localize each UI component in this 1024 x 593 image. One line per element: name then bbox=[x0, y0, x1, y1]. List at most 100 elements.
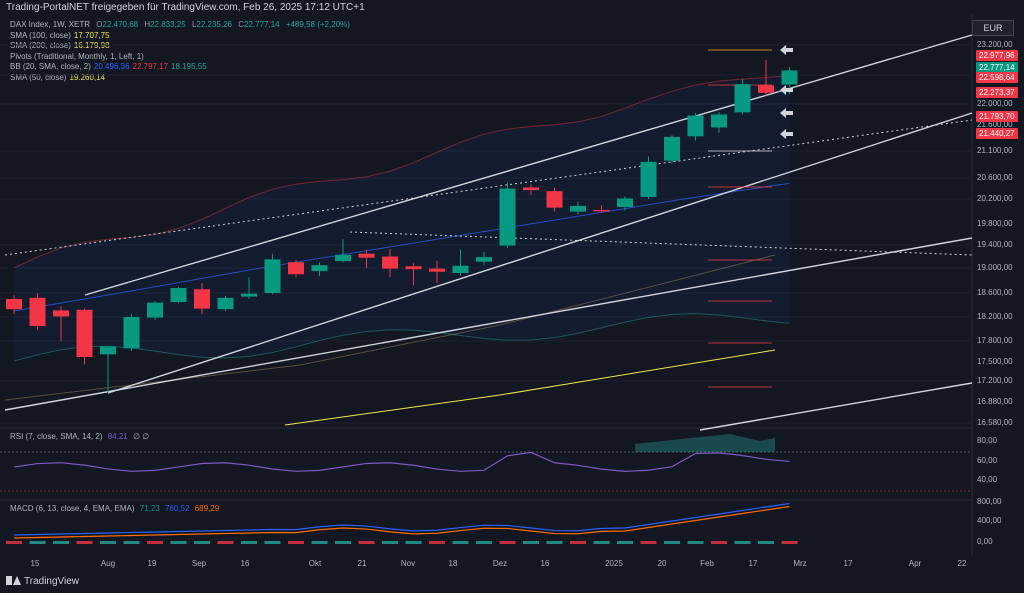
macd-histogram-bar bbox=[476, 541, 492, 544]
sma-50-line bbox=[4, 254, 776, 401]
macd-histogram-bar bbox=[53, 541, 69, 544]
arrow-left-icon bbox=[780, 85, 793, 95]
macd-signal-line bbox=[13, 505, 790, 539]
indicator-legend-row[interactable]: SMA (100, close) 17.707,75 bbox=[10, 30, 110, 40]
macd-histogram-bar bbox=[405, 541, 422, 544]
macd-histogram-bar bbox=[194, 541, 210, 544]
macd-histogram-bar bbox=[358, 541, 375, 544]
candle-body bbox=[170, 288, 187, 302]
close-value: 22.777,14 bbox=[244, 20, 280, 29]
trendline-lower bbox=[4, 237, 973, 411]
macd-axis-label: 0,00 bbox=[977, 537, 993, 546]
time-axis-label: 16 bbox=[541, 559, 550, 568]
indicator-value: 19.260,14 bbox=[69, 72, 106, 82]
candle-body bbox=[123, 317, 140, 349]
macd-histogram-bar bbox=[617, 541, 633, 544]
price-axis-label: 17.500,00 bbox=[977, 357, 1013, 366]
candle-body bbox=[452, 265, 469, 273]
candle-body bbox=[476, 257, 492, 262]
macd-line bbox=[13, 502, 790, 536]
price-axis-label: 19.400,00 bbox=[977, 240, 1013, 249]
indicator-value: 17.707,75 bbox=[73, 30, 110, 40]
price-axis-label: 18.200,00 bbox=[977, 312, 1013, 321]
macd-histogram-bar bbox=[6, 541, 22, 544]
price-axis-label: 19.800,00 bbox=[977, 219, 1013, 228]
macd-histogram-bar bbox=[711, 541, 727, 544]
arrow-left-icon bbox=[780, 45, 793, 55]
price-level-tag: 22.273,37 bbox=[976, 87, 1018, 98]
macd-histogram-bar bbox=[687, 541, 704, 544]
candle-body bbox=[664, 136, 680, 161]
time-axis-label: Mrz bbox=[793, 559, 806, 568]
indicator-legend-row[interactable]: Pivots (Traditional, Monthly, 1, Left, 1… bbox=[10, 51, 144, 61]
symbol-legend-row[interactable]: DAX Index, 1W, XETR O22.470,68 H22.833,2… bbox=[10, 20, 350, 29]
indicator-value: 20.496,36 bbox=[93, 62, 130, 71]
candle-body bbox=[29, 297, 46, 326]
time-axis-label: Okt bbox=[309, 559, 322, 568]
trendline-middle bbox=[107, 112, 973, 394]
time-axis-label: Aug bbox=[101, 559, 115, 568]
candle-body bbox=[76, 309, 93, 357]
macd-line-value: 760,52 bbox=[164, 504, 190, 513]
macd-histogram-bar bbox=[170, 541, 187, 544]
symbol-info: DAX Index, 1W, XETR bbox=[10, 20, 91, 29]
price-axis-label: 20.200,00 bbox=[977, 194, 1013, 203]
time-axis-label: Feb bbox=[700, 559, 714, 568]
candle-body bbox=[147, 302, 163, 318]
price-axis-label: 16.580,00 bbox=[977, 418, 1013, 427]
time-axis-label: 15 bbox=[31, 559, 40, 568]
price-axis-label: 20.600,00 bbox=[977, 173, 1013, 182]
candle-body bbox=[288, 262, 304, 275]
rsi-value: 84,21 bbox=[107, 432, 128, 441]
macd-histogram-bar bbox=[288, 541, 304, 544]
price-axis-label: 18.600,00 bbox=[977, 288, 1013, 297]
price-axis-label: 22.000,00 bbox=[977, 99, 1013, 108]
candle-body bbox=[264, 259, 281, 293]
macd-histogram-bar bbox=[640, 541, 657, 544]
indicator-legend-row[interactable]: SMA (50, close) 19.260,14 bbox=[10, 72, 106, 82]
indicator-legend-row[interactable]: BB (20, SMA, close, 2) 20.496,36 22.797,17… bbox=[10, 62, 207, 71]
macd-legend[interactable]: MACD (6, 13, close, 4, EMA, EMA) 71,23 7… bbox=[10, 504, 220, 513]
macd-histogram-bar bbox=[734, 541, 751, 544]
candle-body bbox=[711, 114, 727, 128]
macd-histogram-bar bbox=[147, 541, 163, 544]
candle-body bbox=[311, 265, 328, 272]
change-value: +489,58 (+2,20%) bbox=[285, 20, 350, 29]
tradingview-logo[interactable]: TradingView bbox=[6, 576, 79, 587]
rsi-axis-label: 40,00 bbox=[977, 475, 998, 484]
candle-body bbox=[781, 70, 798, 85]
candle-body bbox=[382, 256, 398, 269]
rsi-axis-label: 80,00 bbox=[977, 436, 998, 445]
time-axis-label: 17 bbox=[749, 559, 758, 568]
time-axis-label: 2025 bbox=[605, 559, 623, 568]
candle-body bbox=[640, 161, 657, 197]
rsi-legend[interactable]: RSI (7, close, SMA, 14, 2) 84,21 ∅ ∅ bbox=[10, 432, 150, 441]
price-axis-label: 17.800,00 bbox=[977, 336, 1013, 345]
macd-histogram-bar bbox=[241, 541, 257, 544]
macd-axis-label: 400,00 bbox=[977, 516, 1002, 525]
candle-body bbox=[617, 198, 633, 208]
candle-body bbox=[734, 84, 751, 113]
candle-body bbox=[570, 205, 586, 212]
macd-histogram-bar bbox=[217, 541, 234, 544]
candle-body bbox=[523, 187, 539, 191]
macd-histogram-bar bbox=[570, 541, 586, 544]
price-axis-label: 16.880,00 bbox=[977, 397, 1013, 406]
candle-body bbox=[335, 254, 351, 262]
macd-histogram-bar bbox=[382, 541, 398, 544]
candle-body bbox=[217, 297, 234, 310]
time-axis-label: 21 bbox=[358, 559, 367, 568]
macd-histogram-bar bbox=[664, 541, 680, 544]
rsi-axis-label: 60,00 bbox=[977, 456, 998, 465]
sma-100-line bbox=[284, 349, 776, 426]
trendline-bottom bbox=[699, 382, 973, 431]
price-axis-label: 17.200,00 bbox=[977, 376, 1013, 385]
macd-histogram-bar bbox=[264, 541, 281, 544]
price-axis-label: 21.100,00 bbox=[977, 146, 1013, 155]
price-level-tag: 22.977,96 bbox=[976, 50, 1018, 61]
candle-body bbox=[6, 299, 22, 310]
macd-histogram-bar bbox=[452, 541, 469, 544]
candle-body bbox=[53, 310, 69, 317]
tradingview-logo-icon bbox=[6, 576, 21, 585]
